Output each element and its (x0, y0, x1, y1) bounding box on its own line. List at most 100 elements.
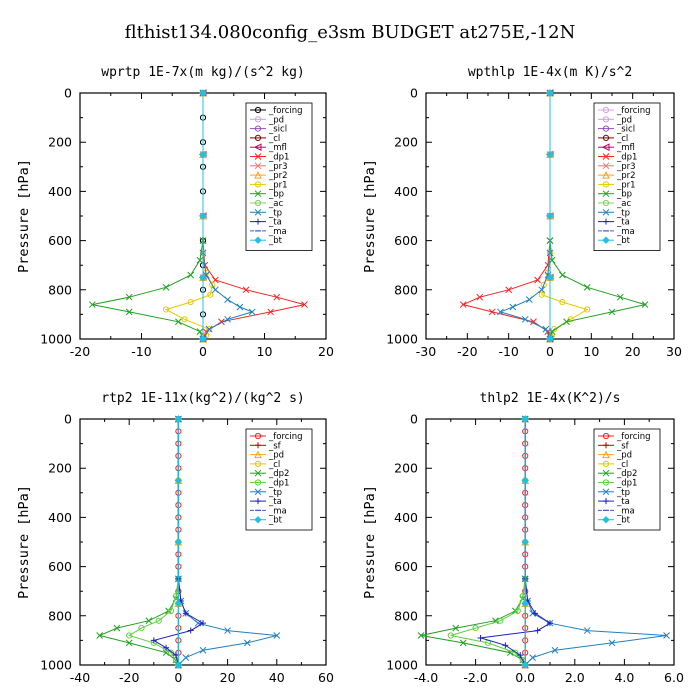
x-tick-label: 60 (318, 670, 334, 685)
data-point-pr1 (559, 299, 566, 306)
data-point-ta (517, 652, 524, 659)
data-point-pr1 (567, 316, 574, 323)
y-tick-label: 600 (48, 233, 72, 248)
legend-label: _sf (268, 441, 282, 451)
data-point-ta (163, 644, 170, 651)
x-tick-label: -20 (457, 344, 477, 359)
y-tick-label: 1000 (386, 658, 418, 673)
y-tick-label: 200 (394, 135, 418, 150)
legend-label: _ma (616, 506, 635, 516)
data-point-bp (196, 328, 204, 335)
data-point-bt (199, 273, 207, 282)
legend-label: _forcing (616, 106, 651, 116)
data-point-pr1 (551, 326, 558, 333)
y-tick-label: 800 (394, 608, 418, 623)
legend-marker (254, 181, 262, 188)
data-point-dp2 (125, 639, 133, 647)
data-point-tp (542, 325, 550, 333)
data-point-dp2 (96, 632, 104, 639)
data-point-pr1 (163, 306, 170, 313)
x-tick-label: -10 (498, 344, 518, 359)
data-point-tp (663, 632, 670, 639)
y-axis-label: Pressure [hPa] (362, 485, 378, 599)
legend-label: _tp (268, 488, 282, 498)
legend-marker (602, 134, 610, 141)
x-tick-label: 2.0 (565, 670, 585, 685)
legend-label: _sicl (268, 125, 287, 135)
y-tick-label: 400 (48, 510, 72, 525)
legend-label: _sf (616, 441, 630, 451)
data-point-tp (497, 308, 504, 316)
data-point-bt (546, 273, 554, 282)
legend-marker (254, 116, 262, 123)
data-point-dp1 (476, 293, 484, 301)
legend-label: _bt (616, 236, 631, 246)
data-point-bt (199, 335, 207, 343)
y-tick-label: 800 (48, 608, 72, 623)
y-tick-label: 0 (410, 86, 418, 101)
data-point-dp1 (267, 308, 275, 316)
legend-label: _cl (268, 460, 280, 470)
data-point-pr1 (538, 291, 545, 298)
data-point-bt (174, 661, 183, 669)
legend-marker (603, 442, 609, 449)
legend-marker (254, 199, 262, 207)
data-point-bt (521, 599, 529, 608)
legend-label: _ac (268, 199, 283, 209)
legend-label: _ta (268, 497, 282, 507)
chart-panel-3: rtp2 1E-11x(kg^2)/(kg^2 s) Pressure [hPa]… (16, 391, 334, 685)
data-point-pr1 (187, 299, 194, 306)
legend-label: _pr2 (616, 171, 636, 181)
data-point-ta (534, 627, 541, 634)
y-tick-label: 400 (394, 184, 418, 199)
legend-marker (602, 162, 610, 170)
series-line-tp (498, 93, 551, 340)
y-tick-label: 200 (48, 135, 72, 150)
data-point-dp1 (505, 286, 513, 294)
legend-label: _pd (268, 451, 284, 461)
legend-marker (602, 116, 610, 123)
data-point-dp1 (211, 276, 219, 284)
legend-marker (602, 515, 610, 524)
series-line-ta (480, 419, 551, 666)
data-point-bp (616, 293, 624, 301)
legend-marker (602, 106, 610, 114)
legend-marker (603, 218, 609, 225)
panel-title: rtp2 1E-11x(kg^2)/(kg^2 s) (101, 391, 305, 406)
data-point-bt (174, 599, 183, 608)
legend-label: _mfl (616, 143, 635, 153)
legend-marker (254, 479, 262, 486)
legend-marker (602, 460, 610, 467)
y-tick-label: 0 (410, 412, 418, 427)
legend-marker (601, 143, 610, 152)
y-tick-label: 600 (394, 559, 418, 574)
legend-marker (602, 488, 610, 496)
data-point-bt (546, 89, 554, 97)
legend-label: _mfl (268, 143, 287, 153)
x-tick-label: 0 (174, 670, 182, 685)
data-point-bt (174, 476, 183, 485)
x-tick-label: 0.0 (515, 670, 535, 685)
data-point-bp (641, 301, 649, 308)
chart-panel-2: wpthlp 1E-4x(m K)/s^2 Pressure [hPa] -30 -2… (362, 65, 682, 359)
y-tick-label: 200 (394, 461, 418, 476)
legend-marker (254, 515, 262, 524)
legend-marker (602, 469, 610, 477)
data-point-dp2 (417, 632, 425, 639)
data-point-dp2 (459, 639, 467, 647)
y-tick-label: 600 (394, 233, 418, 248)
data-point-dp2 (145, 617, 153, 625)
data-point-bp (88, 301, 96, 308)
y-tick-label: 400 (394, 510, 418, 525)
x-tick-label: 40 (269, 670, 285, 685)
data-point-bt (546, 150, 554, 159)
x-tick-label: 10 (257, 344, 273, 359)
legend-label: _forcing (268, 106, 303, 116)
data-point-bp (563, 318, 570, 326)
legend-label: _pd (616, 451, 632, 461)
data-point-bt (199, 212, 207, 220)
legend-marker (254, 170, 262, 179)
legend-label: _forcing (268, 432, 303, 442)
legend-marker (254, 450, 262, 459)
legend-marker (602, 125, 610, 132)
